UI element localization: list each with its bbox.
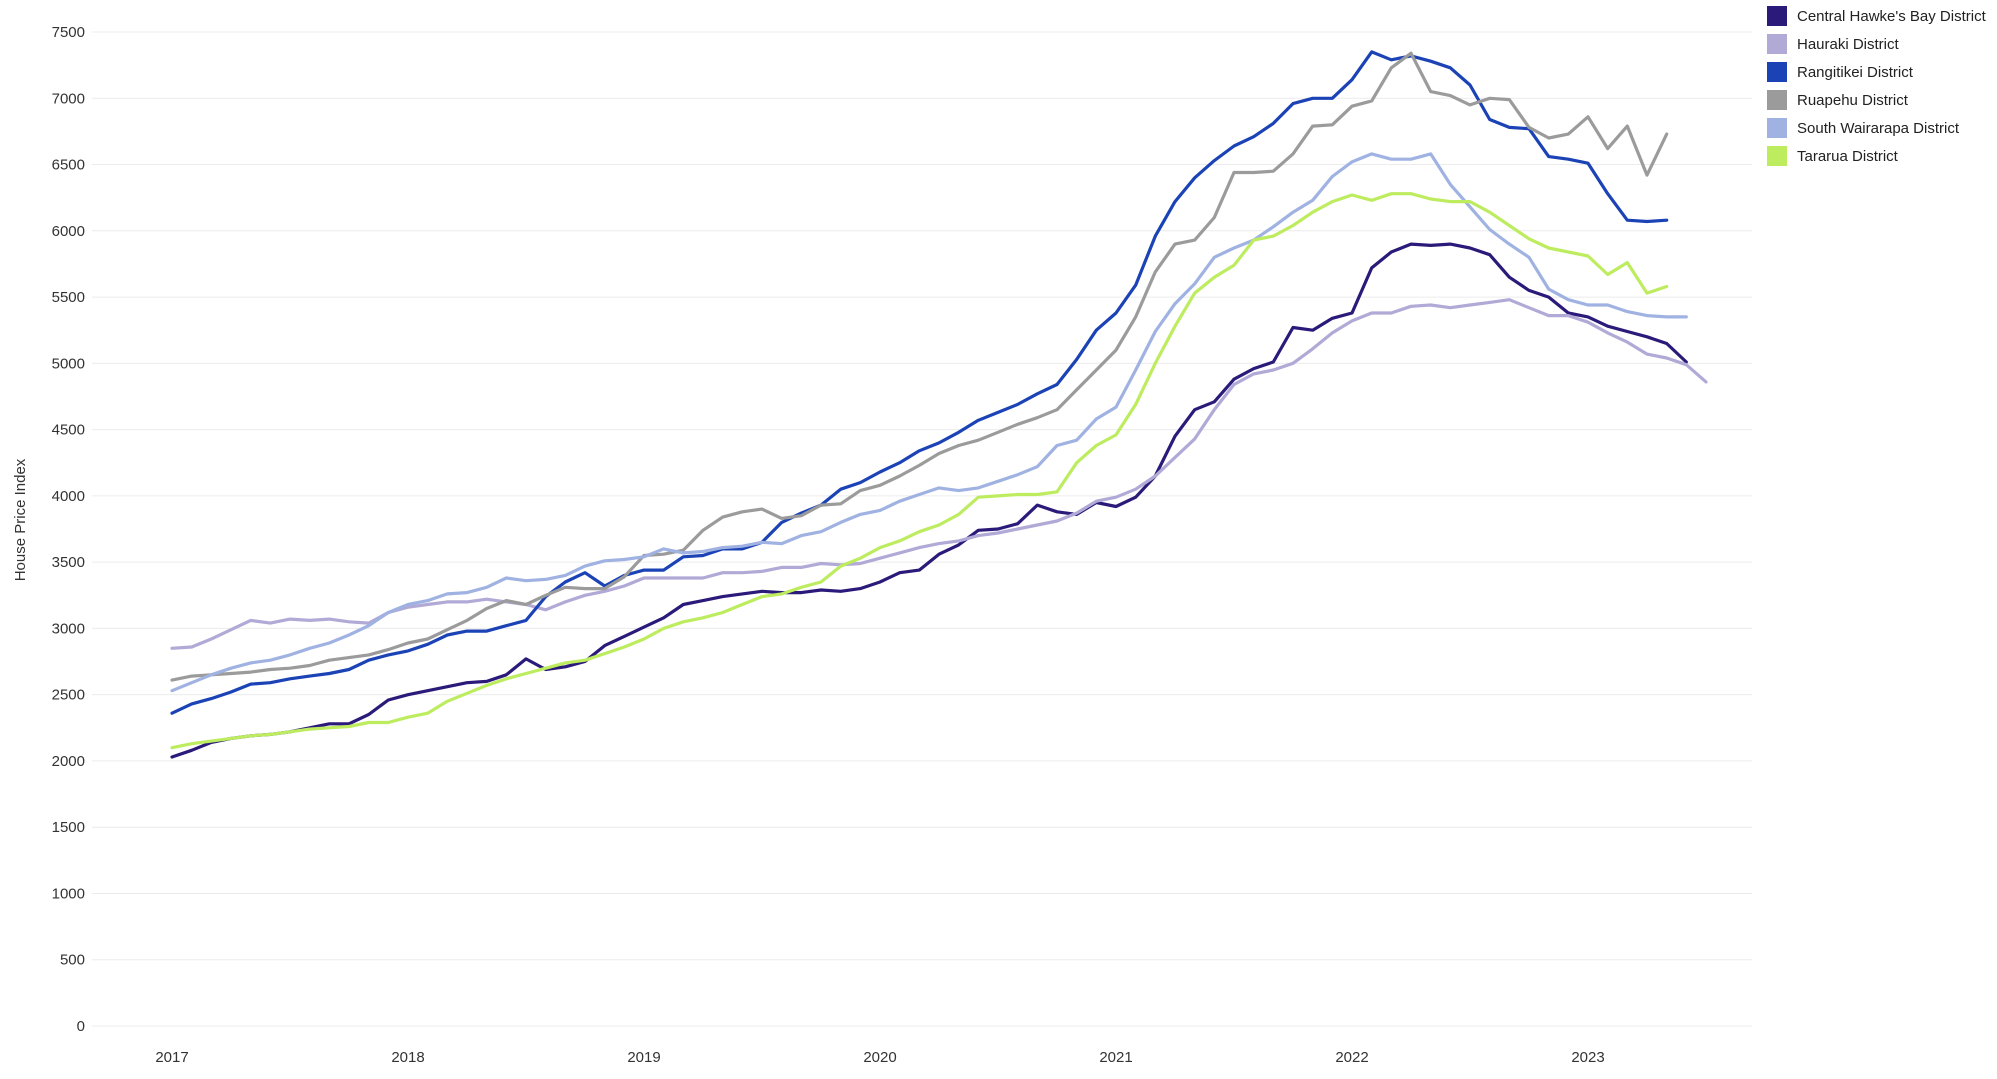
y-tick-label: 7000	[52, 90, 85, 107]
legend-swatch	[1767, 34, 1787, 54]
y-tick-label: 1500	[52, 819, 85, 836]
legend-swatch	[1767, 62, 1787, 82]
gridlines	[92, 31, 1752, 1027]
legend-swatch	[1767, 146, 1787, 166]
x-tick-label: 2019	[627, 1049, 660, 1066]
legend-swatch	[1767, 118, 1787, 138]
x-tick-label: 2020	[863, 1049, 896, 1066]
y-axis-title: House Price Index	[12, 458, 29, 581]
series-lines	[170, 50, 1708, 759]
y-tick-label: 4000	[52, 488, 85, 505]
series-line	[170, 242, 1688, 759]
y-tick-label: 0	[77, 1018, 85, 1035]
legend: Central Hawke's Bay District Hauraki Dist…	[1767, 6, 1987, 166]
legend-label: Ruapehu District	[1797, 92, 1909, 109]
legend-label: South Wairarapa District	[1797, 120, 1960, 137]
y-tick-label: 6500	[52, 157, 85, 174]
legend-label: Hauraki District	[1797, 36, 1900, 53]
y-tick-label: 5500	[52, 289, 85, 306]
y-tick-label: 7500	[52, 24, 85, 41]
x-tick-label: 2018	[391, 1049, 424, 1066]
y-tick-label: 3500	[52, 554, 85, 571]
x-axis: 2017 2018 2019 2020 2021 2022 2023	[155, 1049, 1604, 1066]
legend-swatch	[1767, 90, 1787, 110]
x-tick-label: 2022	[1335, 1049, 1368, 1066]
series-line	[170, 152, 1688, 693]
y-tick-label: 1000	[52, 885, 85, 902]
legend-label: Tararua District	[1797, 148, 1899, 165]
series-line	[170, 192, 1669, 750]
y-tick-label: 2000	[52, 753, 85, 770]
series-line	[170, 298, 1708, 650]
legend-swatch	[1767, 6, 1787, 26]
series-line	[170, 51, 1669, 682]
y-tick-label: 2500	[52, 687, 85, 704]
y-tick-label: 6000	[52, 223, 85, 240]
y-tick-label: 5000	[52, 355, 85, 372]
x-tick-label: 2017	[155, 1049, 188, 1066]
y-tick-label: 500	[60, 952, 85, 969]
y-tick-label: 4500	[52, 422, 85, 439]
y-axis: 0 500 1000 1500 2000 2500 3000 3500 4000 4500 5000…	[52, 24, 85, 1035]
x-tick-label: 2021	[1099, 1049, 1132, 1066]
legend-label: Rangitikei District	[1797, 64, 1914, 81]
x-tick-label: 2023	[1571, 1049, 1604, 1066]
y-tick-label: 3000	[52, 620, 85, 637]
legend-label: Central Hawke's Bay District	[1797, 8, 1987, 25]
series-line	[170, 50, 1669, 715]
